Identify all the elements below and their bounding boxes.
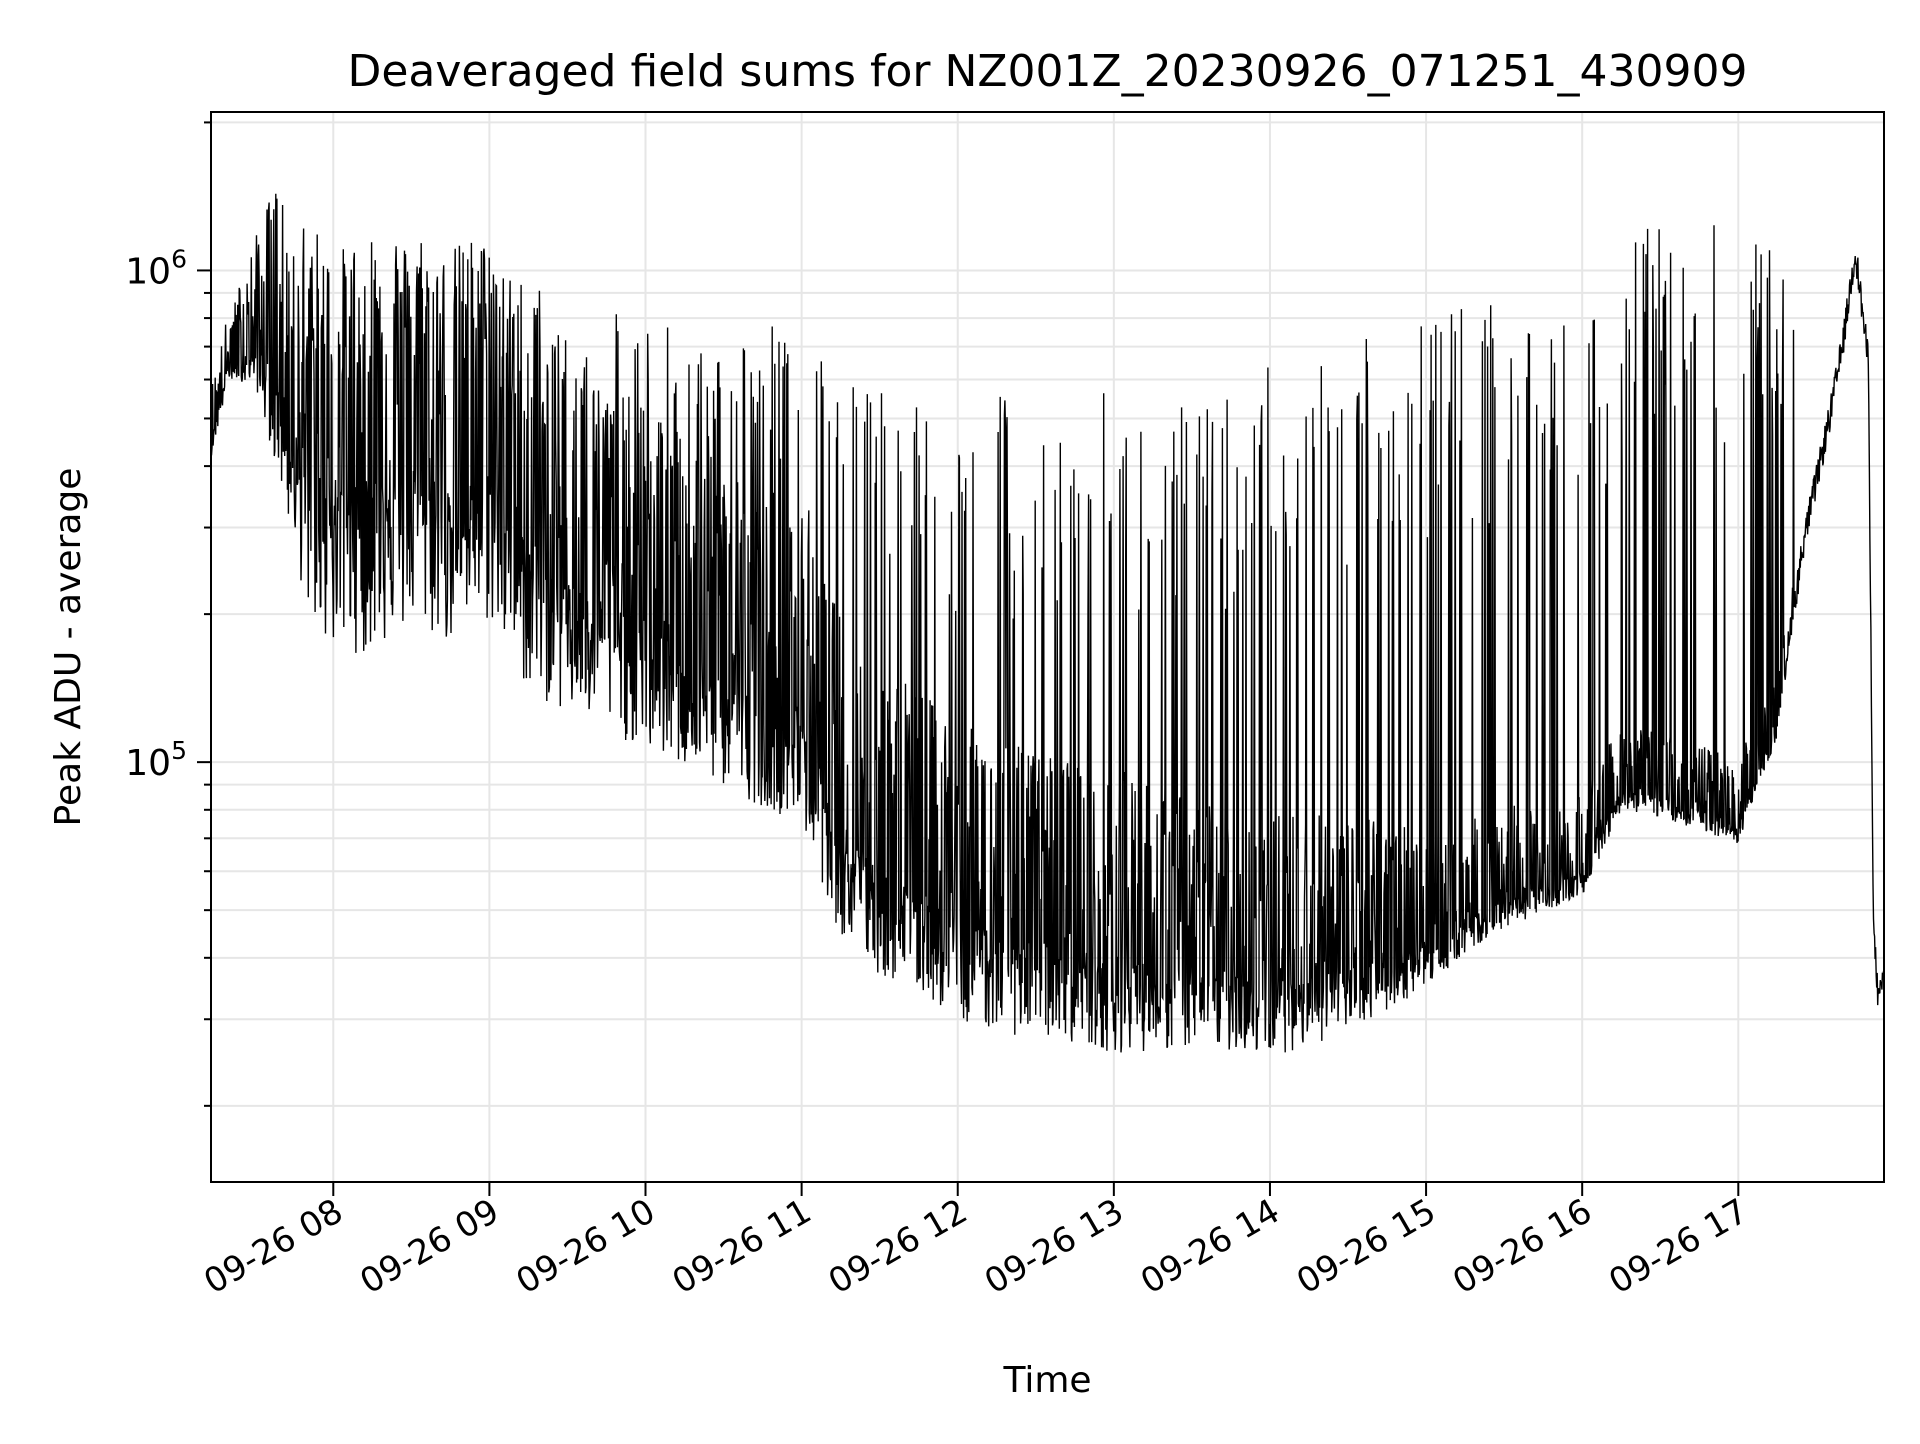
x-tick-label: 09-26 11: [666, 1191, 818, 1302]
x-axis-label: Time: [1002, 1360, 1091, 1401]
plot-frame: [210, 111, 1885, 1183]
data-series: [210, 193, 1885, 1053]
y-tick-label: 106: [125, 244, 187, 292]
y-tick-label: 105: [125, 736, 187, 784]
x-tick-label: 09-26 12: [822, 1191, 974, 1302]
chart-title: Deaveraged field sums for NZ001Z_2023092…: [347, 46, 1747, 97]
x-tick-label: 09-26 14: [1134, 1191, 1286, 1302]
x-tick-label: 09-26 15: [1290, 1191, 1442, 1302]
x-tick-label: 09-26 09: [354, 1191, 506, 1302]
x-tick-label: 09-26 16: [1446, 1191, 1598, 1302]
grid: [211, 112, 1884, 1182]
x-tick-label: 09-26 10: [510, 1191, 662, 1302]
x-tick-label: 09-26 17: [1602, 1191, 1754, 1302]
y-axis-label: Peak ADU - average: [48, 468, 89, 827]
x-tick-label: 09-26 08: [197, 1191, 349, 1302]
series-line: [210, 193, 1885, 1053]
x-tick-label: 09-26 13: [978, 1191, 1130, 1302]
